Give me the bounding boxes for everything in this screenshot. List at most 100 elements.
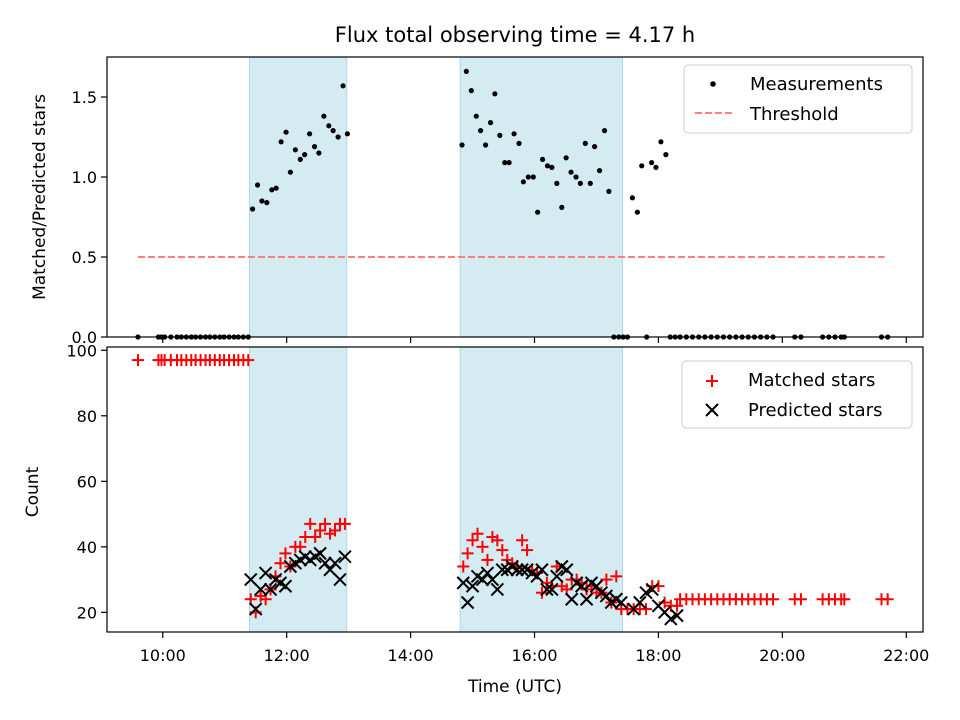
predicted-star-point bbox=[535, 563, 549, 577]
matched-star-point bbox=[338, 517, 351, 530]
y-tick-label: 1.0 bbox=[72, 168, 97, 187]
count-panel-frame bbox=[106, 346, 924, 633]
matched-star-point bbox=[304, 517, 317, 530]
predicted-star-point bbox=[633, 595, 647, 610]
predicted-star-point bbox=[465, 579, 480, 593]
count-legend: Matched stars Predicted stars bbox=[681, 360, 913, 429]
x-tick-label: 10:00 bbox=[140, 646, 186, 665]
matched-star-point bbox=[476, 540, 489, 553]
measurement-point bbox=[287, 169, 293, 175]
measurement-point bbox=[539, 156, 546, 162]
y-tick-label: 0.0 bbox=[72, 328, 97, 347]
count-y-axis-label: Count bbox=[23, 466, 43, 517]
legend-measurements-label: Measurements bbox=[750, 74, 883, 95]
measurement-point bbox=[283, 129, 289, 135]
predicted-star-point bbox=[248, 602, 263, 616]
y-tick-label: 80 bbox=[77, 407, 97, 426]
predicted-star-point bbox=[540, 582, 554, 597]
measurement-point bbox=[340, 83, 346, 89]
measurement-point bbox=[473, 113, 479, 119]
matched-star-point bbox=[767, 593, 780, 606]
matched-star-point bbox=[461, 547, 474, 560]
observing-window-1 bbox=[249, 346, 348, 633]
predicted-star-point bbox=[480, 566, 495, 580]
predicted-star-point bbox=[258, 566, 273, 580]
measurement-point bbox=[297, 156, 303, 162]
count-y-axis: 20 40 60 80 100 bbox=[66, 341, 107, 622]
x-tick-label: 20:00 bbox=[759, 646, 805, 665]
legend-measurements-marker bbox=[710, 81, 716, 87]
x-tick-label: 16:00 bbox=[511, 646, 557, 665]
predicted-star-point bbox=[278, 579, 293, 593]
matched-star-point bbox=[521, 544, 534, 557]
matched-star-point bbox=[600, 573, 613, 586]
measurement-point bbox=[582, 140, 588, 146]
matched-star-point bbox=[516, 534, 529, 547]
measurement-point bbox=[344, 131, 351, 137]
chart-title: Flux total observing time = 4.17 h bbox=[335, 23, 695, 47]
measurement-point bbox=[335, 134, 341, 140]
measurement-point bbox=[520, 179, 526, 185]
measurement-point bbox=[559, 204, 565, 210]
legend-predicted-label: Predicted stars bbox=[748, 400, 882, 421]
measurement-point bbox=[511, 131, 517, 137]
predicted-star-point bbox=[579, 592, 594, 606]
predicted-star-point bbox=[456, 576, 470, 590]
matched-star-point bbox=[838, 593, 851, 606]
matched-star-point bbox=[329, 524, 342, 537]
measurement-point bbox=[321, 113, 327, 119]
measurement-point bbox=[497, 132, 503, 138]
measurement-point bbox=[573, 174, 579, 180]
measurement-point bbox=[250, 206, 256, 212]
legend-matched-marker bbox=[706, 375, 718, 387]
matched-star-point bbox=[274, 557, 287, 570]
measurement-point bbox=[658, 139, 664, 145]
predicted-star-point bbox=[510, 563, 524, 577]
y-tick-label: 20 bbox=[77, 603, 97, 622]
measurement-point bbox=[264, 200, 270, 206]
measurement-point bbox=[596, 168, 603, 174]
measurement-point bbox=[663, 152, 669, 158]
legend-matched-label: Matched stars bbox=[748, 370, 875, 391]
measurement-point bbox=[259, 198, 265, 204]
measurement-point bbox=[634, 209, 640, 215]
measurement-point bbox=[326, 123, 332, 129]
matched-star-point bbox=[242, 354, 255, 367]
predicted-star-point bbox=[639, 585, 653, 600]
predicted-star-point bbox=[599, 589, 614, 603]
ratio-panel-frame bbox=[106, 56, 924, 338]
measurement-point bbox=[468, 88, 474, 94]
measurement-point bbox=[601, 128, 608, 134]
matched-star-point bbox=[671, 599, 684, 612]
measurement-point bbox=[592, 144, 598, 150]
measurement-point bbox=[302, 152, 308, 158]
y-tick-label: 0.5 bbox=[72, 248, 97, 267]
matched-star-point bbox=[496, 544, 509, 557]
measurement-point bbox=[649, 160, 655, 166]
observing-window-1 bbox=[249, 56, 348, 338]
measurement-point bbox=[459, 142, 465, 148]
ratio-y-axis-label: Matched/Predicted stars bbox=[30, 94, 50, 300]
measurement-point bbox=[292, 147, 298, 153]
predicted-star-point bbox=[333, 572, 347, 587]
measurement-point bbox=[653, 164, 659, 170]
predicted-star-point bbox=[338, 549, 352, 564]
predicted-star-point bbox=[560, 563, 574, 577]
measurement-point bbox=[629, 195, 636, 201]
y-tick-label: 1.5 bbox=[72, 88, 97, 107]
predicted-star-point bbox=[645, 582, 659, 597]
predicted-star-point bbox=[495, 563, 510, 577]
matched-star-points bbox=[131, 354, 894, 619]
predicted-star-point bbox=[670, 608, 684, 623]
measurement-point bbox=[307, 131, 313, 137]
predicted-star-point bbox=[515, 563, 529, 577]
x-tick-label: 12:00 bbox=[264, 646, 310, 665]
predicted-star-point bbox=[664, 612, 678, 626]
predicted-star-point bbox=[614, 595, 628, 610]
measurement-point bbox=[254, 182, 261, 188]
observing-window-2 bbox=[459, 56, 623, 338]
predicted-star-point bbox=[263, 582, 278, 597]
predicted-star-point bbox=[545, 582, 559, 597]
measurement-point bbox=[535, 209, 541, 215]
